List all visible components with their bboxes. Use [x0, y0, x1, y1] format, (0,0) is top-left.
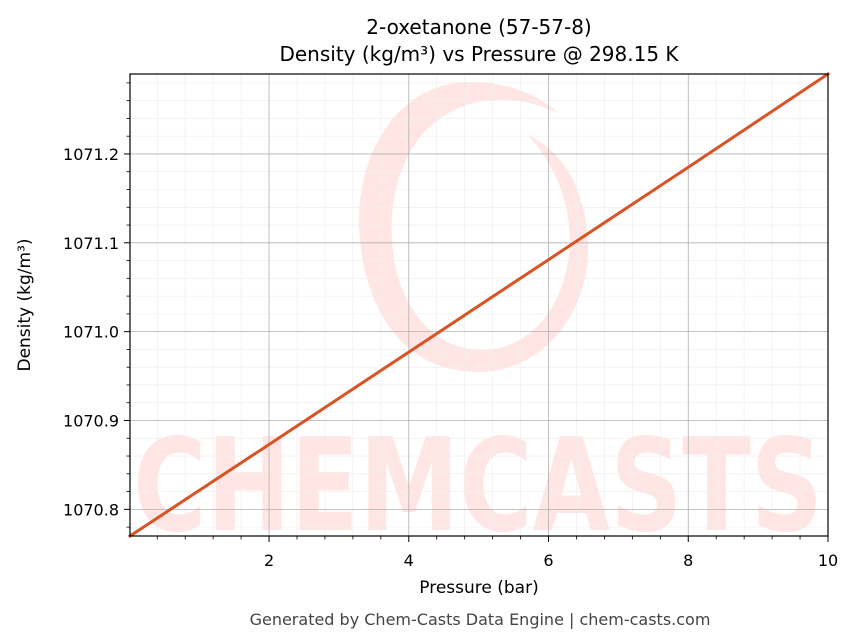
- y-tick-label: 1070.8: [63, 500, 119, 519]
- y-tick-label: 1071.1: [63, 234, 119, 253]
- watermark-text: CHEMCASTS: [133, 412, 823, 561]
- series-layer: [127, 71, 831, 539]
- footer-credit: Generated by Chem-Casts Data Engine | ch…: [250, 610, 711, 629]
- x-tick-label: 6: [543, 551, 553, 570]
- tick-labels: 2 4 6 8 10 1070.8 1070.9 1071.0 1071.1 1071.2: [63, 145, 838, 570]
- major-grid: [130, 74, 829, 536]
- density-line: [127, 71, 831, 539]
- x-axis-label: Pressure (bar): [419, 578, 538, 598]
- y-tick-label: 1071.2: [63, 145, 119, 164]
- x-tick-label: 2: [264, 551, 274, 570]
- ticks: [124, 82, 829, 542]
- plot-frame: [129, 73, 829, 537]
- y-tick-label: 1070.9: [63, 412, 119, 431]
- x-tick-label: 10: [818, 551, 838, 570]
- chart-title-line2: Density (kg/m³) vs Pressure @ 298.15 K: [279, 42, 679, 66]
- y-tick-label: 1071.0: [63, 323, 119, 342]
- minor-grid: [130, 74, 828, 536]
- x-tick-label: 8: [683, 551, 693, 570]
- watermark-swirl: [359, 82, 589, 372]
- y-axis-label: Density (kg/m³): [15, 238, 35, 371]
- chart-title-line1: 2-oxetanone (57-57-8): [366, 15, 591, 39]
- x-tick-label: 4: [404, 551, 414, 570]
